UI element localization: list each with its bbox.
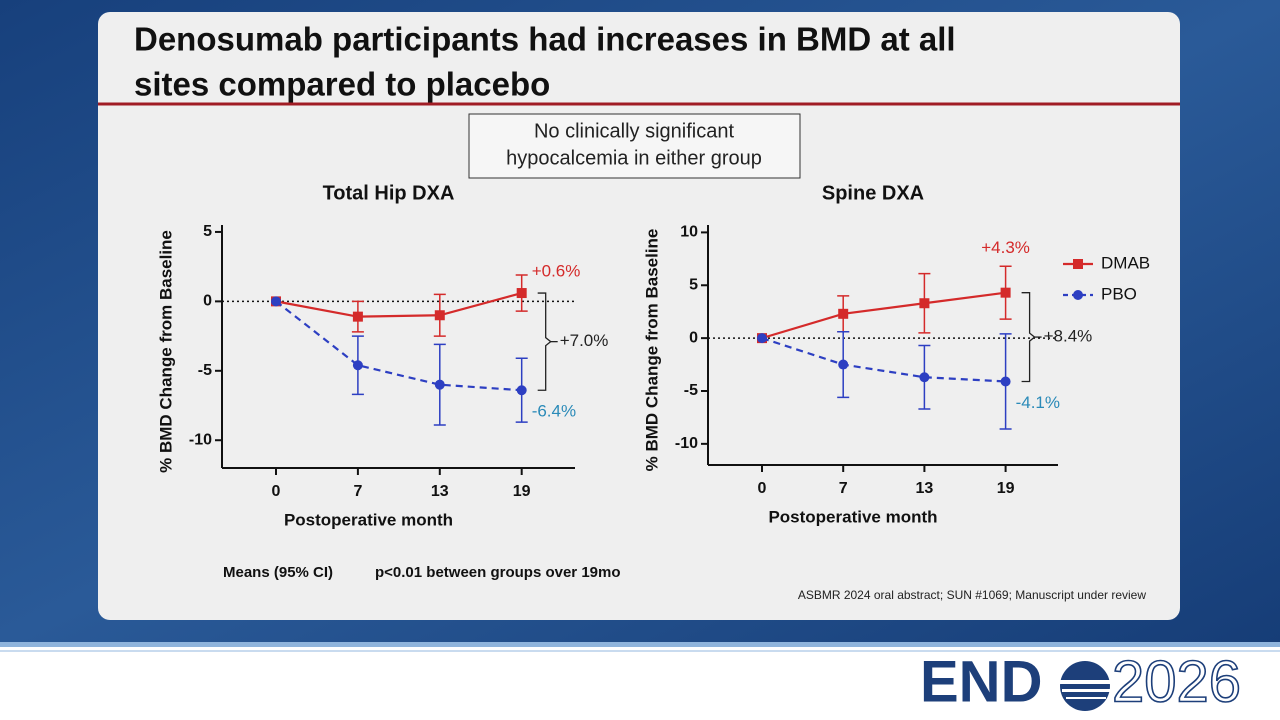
y-tick-label: -5	[198, 362, 212, 379]
series-line	[761, 291, 1006, 340]
end-label: -6.4%	[532, 402, 576, 421]
x-tick-label: 7	[839, 480, 848, 497]
x-tick-label: 13	[431, 483, 449, 500]
y-tick-label: 0	[203, 293, 212, 310]
difference-label: +8.4%	[1044, 327, 1093, 346]
y-tick-label: -10	[189, 431, 212, 448]
legend-label: DMAB	[1101, 253, 1150, 272]
end-label: +0.6%	[532, 262, 581, 281]
marker	[838, 359, 849, 370]
slide-title: Denosumab participants had increases in …	[134, 21, 956, 58]
note-text: hypocalcemia in either group	[506, 147, 762, 169]
x-tick-label: 19	[513, 483, 531, 500]
slide-title: sites compared to placebo	[134, 66, 550, 103]
y-tick-label: -5	[684, 382, 698, 399]
x-tick-label: 0	[758, 480, 767, 497]
marker	[434, 310, 445, 321]
legend-label: PBO	[1101, 284, 1137, 303]
end-label: +4.3%	[981, 238, 1030, 257]
y-axis-label: % BMD Change from Baseline	[156, 230, 175, 473]
difference-label: +7.0%	[560, 331, 609, 350]
legend-marker	[1073, 290, 1083, 300]
citation: ASBMR 2024 oral abstract; SUN #1069; Man…	[798, 588, 1146, 602]
marker	[516, 385, 527, 396]
x-tick-label: 7	[353, 483, 362, 500]
series-line	[275, 300, 522, 392]
marker	[352, 311, 363, 322]
legend-marker	[1073, 259, 1083, 269]
marker	[838, 308, 849, 319]
y-tick-label: -10	[675, 435, 698, 452]
y-tick-label: 5	[689, 276, 698, 293]
footer-stripe	[0, 642, 1280, 647]
end-label: -4.1%	[1016, 393, 1060, 412]
logo-text: 2026	[1112, 649, 1241, 714]
chart-title: Total Hip DXA	[323, 182, 455, 204]
series-line	[275, 291, 522, 318]
marker	[1000, 287, 1011, 298]
marker	[1000, 376, 1011, 387]
marker	[919, 298, 930, 309]
footnote: Means (95% CI)	[223, 564, 333, 581]
note-box	[468, 113, 801, 179]
y-tick-label: 10	[680, 224, 698, 241]
note-text: No clinically significant	[534, 120, 735, 142]
footnote: p<0.01 between groups over 19mo	[375, 564, 621, 581]
footer-stripe	[0, 650, 1280, 652]
x-tick-label: 19	[997, 480, 1015, 497]
y-tick-label: 0	[689, 329, 698, 346]
marker	[757, 333, 767, 344]
marker	[516, 288, 527, 299]
marker	[352, 360, 363, 371]
logo-text: END	[920, 649, 1042, 714]
chart-title: Spine DXA	[822, 182, 924, 204]
marker	[919, 372, 930, 383]
x-tick-label: 0	[272, 483, 281, 500]
y-axis-label: % BMD Change from Baseline	[642, 229, 661, 472]
x-axis-label: Postoperative month	[284, 510, 453, 529]
x-tick-label: 13	[916, 480, 934, 497]
y-tick-label: 5	[203, 223, 212, 240]
marker	[434, 379, 445, 390]
series-line	[761, 337, 1006, 383]
x-axis-label: Postoperative month	[768, 507, 937, 526]
logo-globe	[1058, 661, 1112, 711]
marker	[271, 296, 281, 307]
